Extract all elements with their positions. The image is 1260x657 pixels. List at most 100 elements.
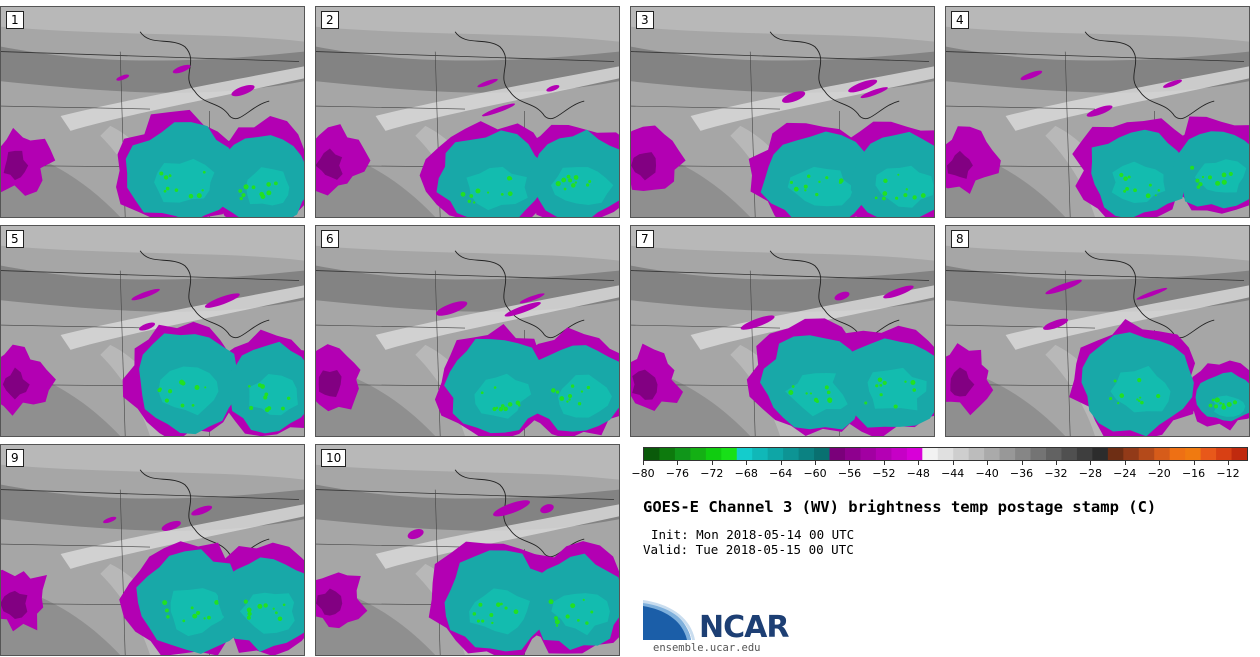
panel-number: 4 (951, 11, 969, 29)
colorbar-tick-label: −44 (941, 467, 965, 480)
colorbar-tick-mark (1193, 461, 1195, 465)
colorbar-tick-mark (849, 461, 851, 465)
colorbar-swatch (1030, 448, 1047, 460)
panel-number: 6 (321, 230, 339, 248)
ensemble-panel-6: 6 (315, 225, 620, 437)
colorbar-swatch (922, 448, 939, 460)
colorbar-tick-label: −52 (872, 467, 896, 480)
colorbar-swatch (953, 448, 970, 460)
ensemble-panel-3: 3 (630, 6, 935, 218)
colorbar-tick-mark (643, 461, 644, 465)
colorbar-tick-label: −28 (1078, 467, 1102, 480)
colorbar-swatch (783, 448, 800, 460)
colorbar-tick-label: −68 (734, 467, 758, 480)
colorbar-swatch (968, 448, 985, 460)
ncar-logo-icon (643, 600, 695, 640)
colorbar-tick-label: −56 (837, 467, 862, 480)
colorbar-swatch (674, 448, 691, 460)
water-vapor-map (316, 445, 619, 655)
colorbar-tick-label: −32 (1044, 467, 1068, 480)
water-vapor-map (1, 226, 304, 436)
colorbar-swatch (1015, 448, 1032, 460)
colorbar-tick-mark (1159, 461, 1161, 465)
colorbar-swatch (1169, 448, 1186, 460)
colorbar-swatch (1185, 448, 1202, 460)
colorbar-swatch (999, 448, 1016, 460)
site-url: ensemble.ucar.edu (653, 642, 761, 654)
panel-number: 9 (6, 449, 24, 467)
ensemble-panel-4: 4 (945, 6, 1250, 218)
colorbar-tick-mark (780, 461, 782, 465)
ensemble-panel-8: 8 (945, 225, 1250, 437)
colorbar-swatch (659, 448, 676, 460)
water-vapor-map (1, 445, 304, 655)
water-vapor-map (631, 7, 934, 217)
water-vapor-map (316, 226, 619, 436)
colorbar-swatch (1123, 448, 1140, 460)
colorbar-swatch (1076, 448, 1093, 460)
colorbar-swatch (690, 448, 707, 460)
panel-number: 1 (6, 11, 24, 29)
colorbar-swatch (736, 448, 753, 460)
plot-title: GOES-E Channel 3 (WV) brightness temp po… (643, 498, 1157, 516)
colorbar-swatch (891, 448, 908, 460)
colorbar-swatch (1200, 448, 1217, 460)
panel-number: 5 (6, 230, 24, 248)
ensemble-panel-1: 1 (0, 6, 305, 218)
colorbar-swatch (1045, 448, 1063, 460)
colorbar-swatch (1061, 448, 1078, 460)
colorbar-swatch (1092, 448, 1109, 460)
colorbar-tick-label: −64 (769, 467, 793, 480)
colorbar-tick-mark (952, 461, 954, 465)
colorbar-swatch (721, 448, 738, 460)
colorbar-tick-mark (711, 461, 713, 465)
colorbar-tick-mark (746, 461, 748, 465)
colorbar-swatch (860, 448, 877, 460)
colorbar-tick-label: −16 (1181, 467, 1206, 480)
ensemble-panel-2: 2 (315, 6, 620, 218)
colorbar-tick-label: −72 (700, 467, 724, 480)
panel-number: 8 (951, 230, 969, 248)
colorbar-swatch (814, 448, 831, 460)
colorbar-tick-label: −12 (1216, 467, 1240, 480)
colorbar-tick-mark (815, 461, 817, 465)
colorbar-swatch (1216, 448, 1233, 460)
colorbar-swatch (937, 448, 954, 460)
colorbar-swatch (875, 448, 892, 460)
colorbar-swatch (1107, 448, 1124, 460)
colorbar (643, 447, 1248, 461)
panel-number: 3 (636, 11, 654, 29)
colorbar-tick-label: −60 (803, 467, 827, 480)
colorbar-tick-label: −48 (906, 467, 930, 480)
water-vapor-map (946, 226, 1249, 436)
ncar-logo-text: NCAR (699, 610, 789, 645)
ensemble-panel-5: 5 (0, 225, 305, 437)
colorbar-tick-mark (1055, 461, 1057, 465)
colorbar-ticks: −80 −76 −72 −68 −64 −60 −56 −52 −48 −44 −40 −36 −32−… (631, 461, 1248, 481)
colorbar-swatch (984, 448, 1001, 460)
colorbar-tick-label: −40 (975, 467, 999, 480)
colorbar-tick-mark (1090, 461, 1092, 465)
colorbar-tick-label: −24 (1113, 467, 1137, 480)
colorbar-swatch (705, 448, 722, 460)
colorbar-swatch (845, 448, 862, 460)
colorbar-tick-mark (1228, 461, 1229, 465)
water-vapor-map (1, 7, 304, 217)
init-time: Init: Mon 2018-05-14 00 UTC (651, 527, 855, 542)
colorbar-tick-label: −76 (665, 467, 690, 480)
water-vapor-map (631, 226, 934, 436)
colorbar-tick-mark (883, 461, 885, 465)
water-vapor-map (316, 7, 619, 217)
colorbar-swatch (906, 448, 923, 460)
ensemble-panel-9: 9 (0, 444, 305, 656)
panel-number: 2 (321, 11, 339, 29)
colorbar-swatch (1154, 448, 1171, 460)
colorbar-swatch (1138, 448, 1155, 460)
panel-number: 7 (636, 230, 654, 248)
panel-number: 10 (321, 449, 347, 467)
colorbar-tick-mark (677, 461, 679, 465)
colorbar-tick-label: −80 (631, 467, 655, 480)
colorbar-swatch (1231, 448, 1247, 460)
colorbar-swatch (752, 448, 769, 460)
colorbar-tick-mark (918, 461, 920, 465)
